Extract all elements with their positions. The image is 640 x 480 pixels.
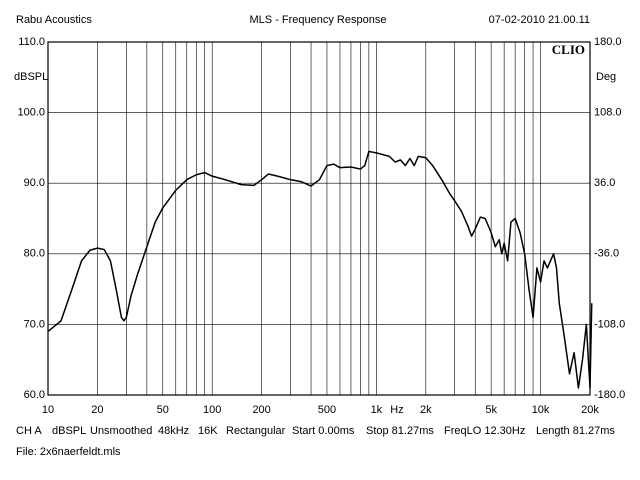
- y2-tick-label: -108.0: [594, 318, 625, 330]
- x-tick-label: 50: [157, 404, 169, 416]
- y2-tick-label: 36.0: [594, 177, 615, 189]
- x-tick-label: 20: [91, 404, 103, 416]
- footer-item: Stop 81.27ms: [366, 425, 434, 437]
- footer-item: Start 0.00ms: [292, 425, 355, 437]
- x-tick-label: 10k: [532, 404, 550, 416]
- footer-item: CH A: [16, 425, 42, 437]
- y2-axis-label: Deg: [596, 71, 616, 83]
- x-tick-label: 100: [203, 404, 221, 416]
- footer-item: FreqLO 12.30Hz: [444, 425, 525, 437]
- y-axis-label: dBSPL: [14, 71, 48, 83]
- y2-tick-label: 180.0: [594, 36, 622, 48]
- annotation: CLIO: [552, 42, 585, 57]
- y-tick-label: 100.0: [17, 107, 45, 119]
- x-tick-label: 2k: [420, 404, 432, 416]
- file-name: File: 2x6naerfeldt.mls: [16, 446, 121, 458]
- footer-item: Rectangular: [226, 425, 286, 437]
- x-tick-label: 200: [252, 404, 270, 416]
- footer-item: 48kHz: [158, 425, 189, 437]
- header-right: 07-02-2010 21.00.11: [489, 14, 590, 26]
- footer-item: 16K: [198, 425, 218, 437]
- y-tick-label: 90.0: [24, 177, 45, 189]
- header-left: Rabu Acoustics: [16, 14, 92, 26]
- y2-tick-label: -180.0: [594, 389, 625, 401]
- plot-frame: [47, 41, 591, 396]
- y2-tick-label: 108.0: [594, 107, 622, 119]
- chart-title: MLS - Frequency Response: [250, 14, 387, 26]
- x-tick-label: 10: [42, 404, 54, 416]
- y2-tick-label: -36.0: [594, 248, 619, 260]
- y-tick-label: 60.0: [24, 389, 45, 401]
- x-tick-label: 1k: [371, 404, 383, 416]
- x-tick-label: 5k: [485, 404, 497, 416]
- y-tick-label: 70.0: [24, 318, 45, 330]
- x-tick-label: 500: [318, 404, 336, 416]
- y-tick-label: 80.0: [24, 248, 45, 260]
- footer-item: Length 81.27ms: [536, 425, 615, 437]
- x-axis-label: Hz: [390, 404, 403, 416]
- footer-item: dBSPL: [52, 425, 86, 437]
- footer-item: Unsmoothed: [90, 425, 152, 437]
- response-line: [47, 150, 593, 389]
- y-tick-label: 110.0: [18, 36, 45, 48]
- x-tick-label: 20k: [581, 404, 599, 416]
